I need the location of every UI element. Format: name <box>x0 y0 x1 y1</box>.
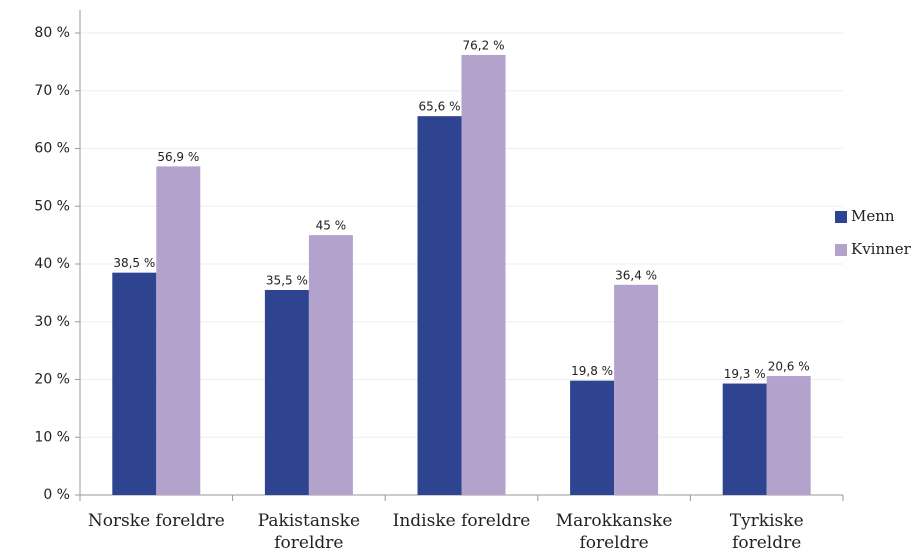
bar <box>570 380 615 495</box>
y-tick-label: 80 % <box>34 25 70 41</box>
y-tick-label: 0 % <box>43 487 70 503</box>
x-tick-label: Indiske foreldre <box>392 511 531 531</box>
value-label: 19,3 % <box>724 367 766 381</box>
bar <box>264 289 309 495</box>
y-tick-label: 70 % <box>34 83 70 99</box>
value-label: 38,5 % <box>113 256 155 270</box>
legend-swatch <box>835 244 847 256</box>
x-tick-label: Norske foreldre <box>87 511 225 531</box>
bar <box>417 116 462 495</box>
value-label: 35,5 % <box>266 273 308 287</box>
bar <box>156 166 201 495</box>
x-tick-label: Marokkanske foreldre <box>555 511 673 553</box>
y-tick-label: 40 % <box>34 256 70 272</box>
y-tick-label: 10 % <box>34 429 70 445</box>
value-label: 76,2 % <box>463 38 505 52</box>
bar <box>308 235 353 495</box>
x-tick-label: Pakistanske foreldre <box>257 511 361 553</box>
legend-label: Kvinner <box>851 240 912 258</box>
value-label: 45 % <box>316 219 347 233</box>
y-tick-label: 60 % <box>34 141 70 157</box>
value-label: 56,9 % <box>157 150 199 164</box>
value-label: 20,6 % <box>768 360 810 374</box>
legend-swatch <box>835 211 847 223</box>
y-tick-label: 50 % <box>34 198 70 214</box>
bar <box>112 272 157 495</box>
bar <box>461 54 506 495</box>
value-label: 19,8 % <box>571 364 613 378</box>
bar <box>722 383 767 495</box>
y-tick-label: 20 % <box>34 372 70 388</box>
y-tick-label: 30 % <box>34 314 70 330</box>
legend-label: Menn <box>851 207 895 225</box>
value-label: 65,6 % <box>419 100 461 114</box>
x-tick-label: Tyrkiske foreldre <box>729 511 804 553</box>
bar <box>614 284 659 495</box>
bar <box>766 376 811 495</box>
value-label: 36,4 % <box>615 268 657 282</box>
